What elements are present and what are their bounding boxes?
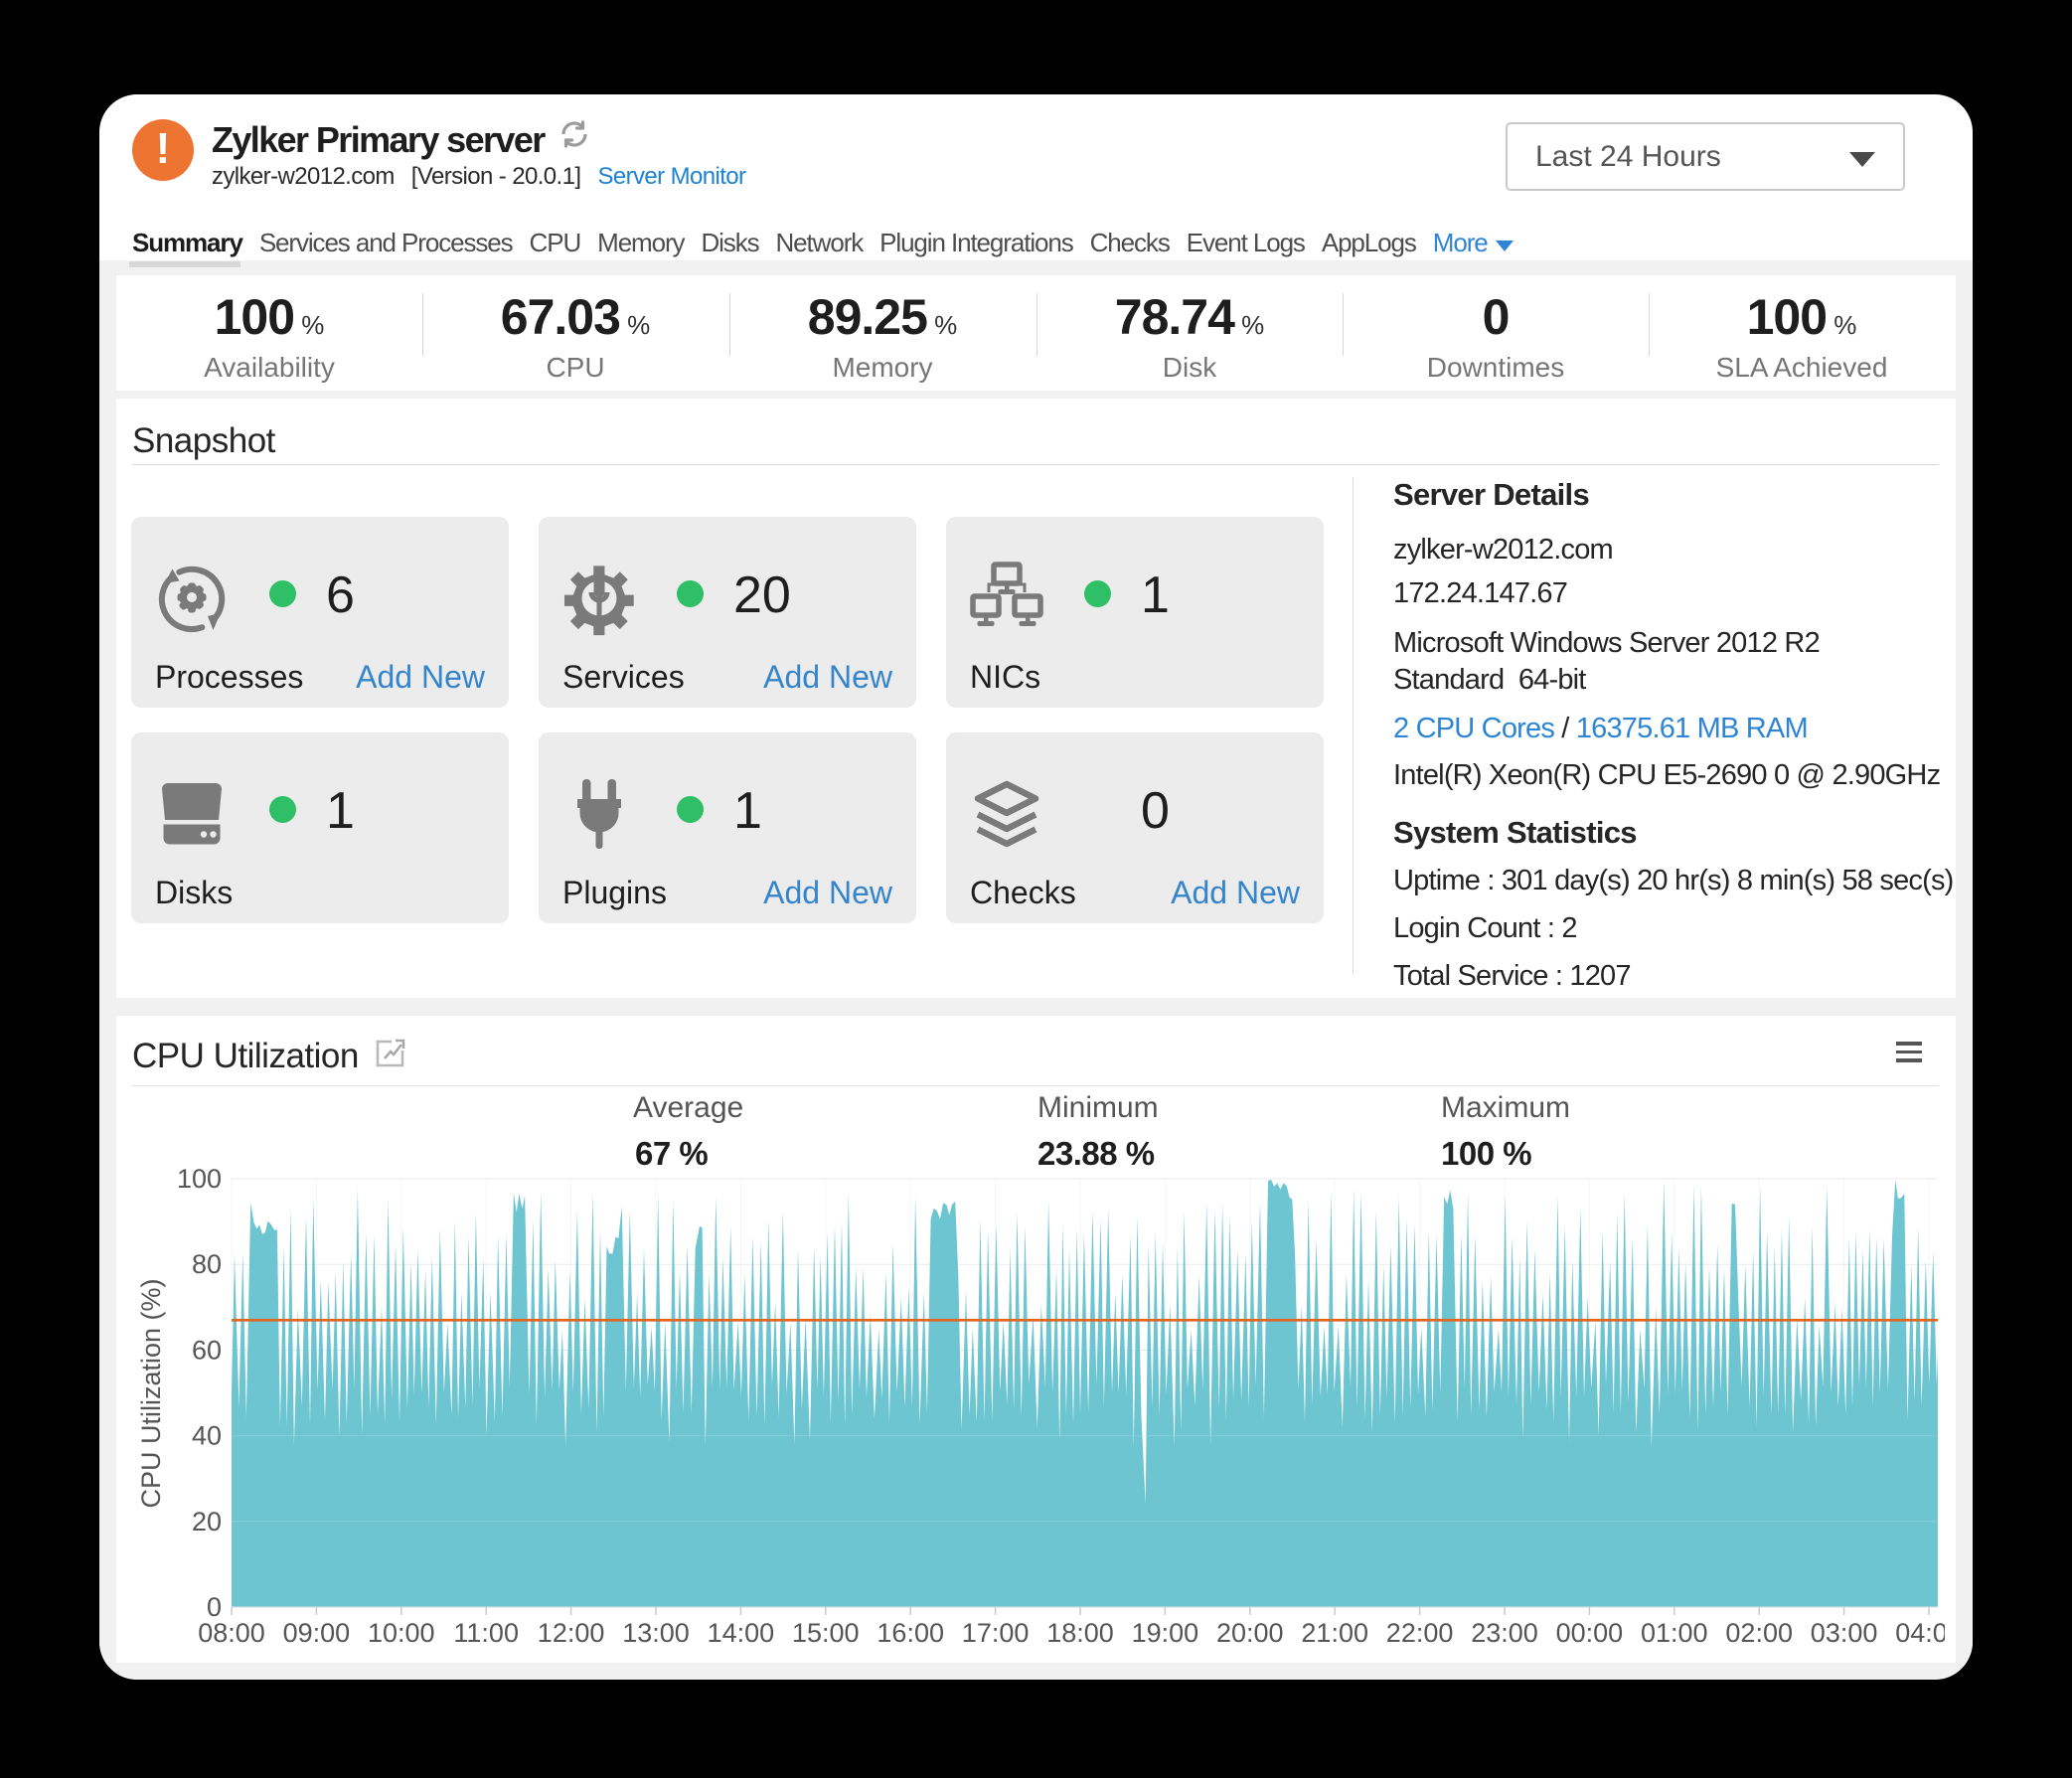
svg-text:18:00: 18:00 xyxy=(1046,1618,1114,1648)
svg-text:19:00: 19:00 xyxy=(1132,1618,1199,1648)
svg-text:0: 0 xyxy=(207,1592,222,1622)
svg-text:100: 100 xyxy=(177,1164,222,1194)
svg-text:12:00: 12:00 xyxy=(538,1618,605,1648)
svg-text:00:00: 00:00 xyxy=(1556,1618,1624,1648)
svg-text:08:00: 08:00 xyxy=(198,1618,265,1648)
svg-text:09:00: 09:00 xyxy=(283,1618,351,1648)
svg-text:13:00: 13:00 xyxy=(622,1618,690,1648)
svg-text:10:00: 10:00 xyxy=(368,1618,435,1648)
svg-text:03:00: 03:00 xyxy=(1811,1618,1878,1648)
svg-text:23:00: 23:00 xyxy=(1471,1618,1538,1648)
svg-text:22:00: 22:00 xyxy=(1386,1618,1454,1648)
svg-text:14:00: 14:00 xyxy=(708,1618,775,1648)
svg-text:17:00: 17:00 xyxy=(962,1618,1030,1648)
svg-text:15:00: 15:00 xyxy=(792,1618,860,1648)
svg-text:02:00: 02:00 xyxy=(1725,1618,1793,1648)
svg-text:CPU Utilization (%): CPU Utilization (%) xyxy=(136,1278,166,1508)
svg-text:40: 40 xyxy=(192,1421,222,1451)
svg-text:80: 80 xyxy=(192,1249,222,1279)
svg-text:20: 20 xyxy=(192,1507,222,1536)
svg-text:60: 60 xyxy=(192,1335,222,1365)
svg-text:16:00: 16:00 xyxy=(877,1618,944,1648)
svg-text:11:00: 11:00 xyxy=(453,1618,519,1648)
svg-text:21:00: 21:00 xyxy=(1301,1618,1368,1648)
svg-text:20:00: 20:00 xyxy=(1216,1618,1284,1648)
svg-text:04:00: 04:00 xyxy=(1895,1618,1945,1648)
svg-text:01:00: 01:00 xyxy=(1641,1618,1708,1648)
